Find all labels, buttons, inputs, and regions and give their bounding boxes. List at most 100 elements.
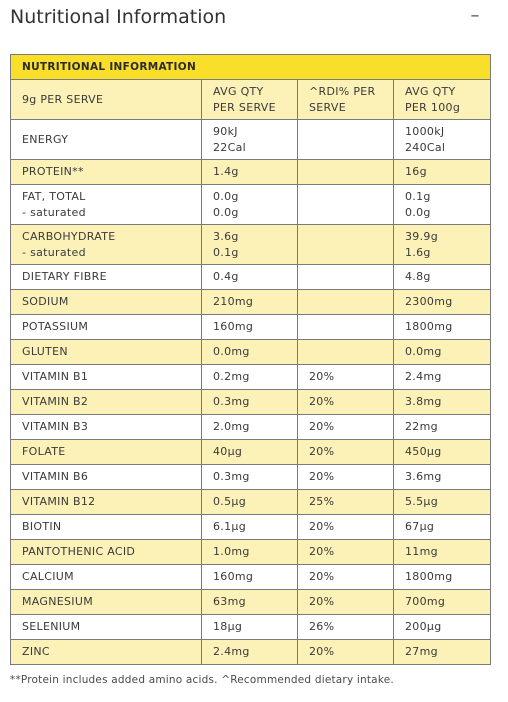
table-row: PROTEIN** 1.4g 16g: [10, 159, 492, 185]
rdi-value: [297, 159, 394, 185]
nutrient-name: FAT, TOTAL - saturated: [10, 184, 202, 225]
nutrient-name: VITAMIN B1: [10, 364, 202, 390]
avg-per-100g-value: 200µg: [392, 614, 492, 640]
avg-per-100g-value: 1800mg: [392, 564, 492, 590]
nutrient-name: BIOTIN: [10, 514, 202, 540]
avg-per-serve-value: 40µg: [201, 439, 298, 465]
avg-per-100g-value: 1800mg: [392, 314, 492, 340]
table-row: FAT, TOTAL - saturated 0.0g 0.0g 0.1g 0.0g: [10, 184, 492, 225]
table-row: VITAMIN B1 0.2mg 20% 2.4mg: [10, 364, 492, 390]
avg-per-100g-value: 3.6mg: [392, 464, 492, 490]
table-row: POTASSIUM 160mg 1800mg: [10, 314, 492, 340]
avg-per-serve-value: 1.0mg: [201, 539, 298, 565]
page-title: Nutritional Information: [10, 6, 227, 28]
avg-per-serve-value: 0.4g: [201, 264, 298, 290]
nutrient-name: VITAMIN B3: [10, 414, 202, 440]
table-row: BIOTIN 6.1µg 20% 67µg: [10, 514, 492, 540]
table-row: VITAMIN B3 2.0mg 20% 22mg: [10, 414, 492, 440]
avg-per-100g-value: 4.8g: [392, 264, 492, 290]
nutrient-name: FOLATE: [10, 439, 202, 465]
avg-per-serve-value: 0.2mg: [201, 364, 298, 390]
table-row: VITAMIN B2 0.3mg 20% 3.8mg: [10, 389, 492, 415]
rdi-value: [297, 119, 394, 160]
nutrient-name: ENERGY: [10, 119, 202, 160]
avg-per-serve-value: 210mg: [201, 289, 298, 315]
rdi-value: 20%: [297, 439, 394, 465]
rdi-value: [297, 264, 394, 290]
nutrient-name: ZINC: [10, 639, 202, 665]
rdi-value: 20%: [297, 589, 394, 615]
table-row: SELENIUM 18µg 26% 200µg: [10, 614, 492, 640]
rdi-value: 26%: [297, 614, 394, 640]
rdi-value: [297, 224, 394, 265]
rdi-value: [297, 289, 394, 315]
avg-per-serve-value: 6.1µg: [201, 514, 298, 540]
table-row: GLUTEN 0.0mg 0.0mg: [10, 339, 492, 365]
avg-per-100g-value: 39.9g 1.6g: [392, 224, 492, 265]
nutrient-name: SODIUM: [10, 289, 202, 315]
rdi-value: 20%: [297, 539, 394, 565]
table-row: VITAMIN B12 0.5µg 25% 5.5µg: [10, 489, 492, 515]
nutrient-name: VITAMIN B2: [10, 389, 202, 415]
avg-per-serve-value: 1.4g: [201, 159, 298, 185]
table-row: FOLATE 40µg 20% 450µg: [10, 439, 492, 465]
nutrient-name: POTASSIUM: [10, 314, 202, 340]
nutrient-name: SELENIUM: [10, 614, 202, 640]
rdi-value: [297, 314, 394, 340]
rdi-value: [297, 339, 394, 365]
header-rdi-per-serve: ^RDI% PER SERVE: [297, 79, 394, 120]
table-row: CALCIUM 160mg 20% 1800mg: [10, 564, 492, 590]
header-avg-per-100g: AVG QTY PER 100g: [392, 79, 492, 120]
avg-per-serve-value: 0.0g 0.0g: [201, 184, 298, 225]
avg-per-100g-value: 700mg: [392, 589, 492, 615]
avg-per-serve-value: 3.6g 0.1g: [201, 224, 298, 265]
avg-per-serve-value: 2.0mg: [201, 414, 298, 440]
avg-per-100g-value: 5.5µg: [392, 489, 492, 515]
avg-per-100g-value: 450µg: [392, 439, 492, 465]
avg-per-serve-value: 0.5µg: [201, 489, 298, 515]
rdi-value: 20%: [297, 564, 394, 590]
nutrient-name: PANTOTHENIC ACID: [10, 539, 202, 565]
table-header-row: 9g PER SERVE AVG QTY PER SERVE ^RDI% PER…: [10, 79, 492, 120]
nutrient-name: VITAMIN B6: [10, 464, 202, 490]
nutrient-name: GLUTEN: [10, 339, 202, 365]
footnote: **Protein includes added amino acids. ^R…: [10, 674, 394, 686]
rdi-value: 20%: [297, 639, 394, 665]
avg-per-serve-value: 18µg: [201, 614, 298, 640]
avg-per-100g-value: 11mg: [392, 539, 492, 565]
table-row: VITAMIN B6 0.3mg 20% 3.6mg: [10, 464, 492, 490]
rdi-value: 20%: [297, 414, 394, 440]
avg-per-serve-value: 160mg: [201, 314, 298, 340]
avg-per-serve-value: 0.0mg: [201, 339, 298, 365]
table-row: CARBOHYDRATE - saturated 3.6g 0.1g 39.9g 1.6g: [10, 224, 492, 265]
avg-per-100g-value: 16g: [392, 159, 492, 185]
rdi-value: 20%: [297, 389, 394, 415]
avg-per-100g-value: 2.4mg: [392, 364, 492, 390]
table-title: NUTRITIONAL INFORMATION: [9, 54, 492, 80]
avg-per-100g-value: 0.0mg: [392, 339, 492, 365]
table-row: ENERGY 90kJ 22Cal 1000kJ 240Cal: [10, 119, 492, 160]
avg-per-serve-value: 0.3mg: [201, 464, 298, 490]
nutrition-table: NUTRITIONAL INFORMATION 9g PER SERVE AVG…: [9, 54, 492, 665]
rdi-value: [297, 184, 394, 225]
avg-per-100g-value: 22mg: [392, 414, 492, 440]
table-row: ZINC 2.4mg 20% 27mg: [10, 639, 492, 665]
avg-per-serve-value: 2.4mg: [201, 639, 298, 665]
table-row: DIETARY FIBRE 0.4g 4.8g: [10, 264, 492, 290]
table-row: PANTOTHENIC ACID 1.0mg 20% 11mg: [10, 539, 492, 565]
rdi-value: 20%: [297, 514, 394, 540]
header-avg-per-serve: AVG QTY PER SERVE: [201, 79, 298, 120]
nutrient-name: VITAMIN B12: [10, 489, 202, 515]
nutrient-name: DIETARY FIBRE: [10, 264, 202, 290]
collapse-icon[interactable]: –: [470, 5, 480, 26]
avg-per-serve-value: 90kJ 22Cal: [201, 119, 298, 160]
nutrient-name: CALCIUM: [10, 564, 202, 590]
header-serving-size: 9g PER SERVE: [10, 79, 202, 120]
nutrient-name: PROTEIN**: [10, 159, 202, 185]
rdi-value: 20%: [297, 464, 394, 490]
nutrient-name: MAGNESIUM: [10, 589, 202, 615]
avg-per-100g-value: 27mg: [392, 639, 492, 665]
avg-per-100g-value: 3.8mg: [392, 389, 492, 415]
table-row: SODIUM 210mg 2300mg: [10, 289, 492, 315]
rdi-value: 20%: [297, 364, 394, 390]
